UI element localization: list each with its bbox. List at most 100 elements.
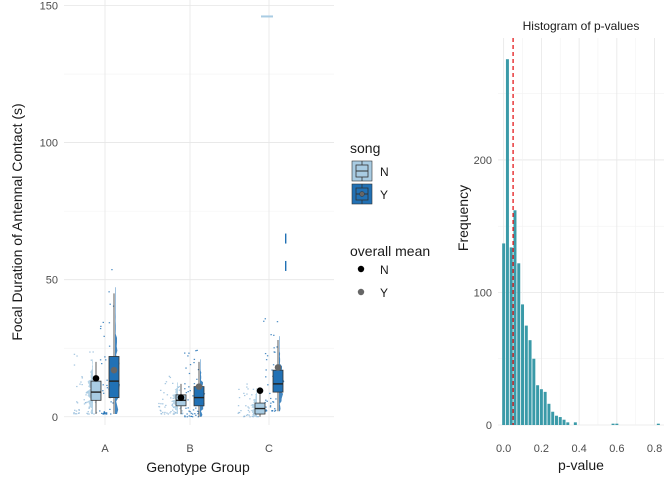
rain-dot-y-b	[187, 399, 189, 401]
rain-dot-n-c	[247, 388, 249, 390]
outlier-y-c	[285, 233, 287, 244]
rain-dot-n-b	[170, 397, 172, 399]
rain-dot-y-b	[184, 383, 186, 385]
rain-dot-n-a	[81, 377, 84, 379]
rain-dot-y-b	[189, 411, 191, 413]
rain-dot-y-a	[103, 411, 106, 413]
rain-dot-n-a	[85, 392, 88, 394]
rain-dot-n-a	[85, 394, 87, 396]
rain-dot-y-a	[108, 345, 111, 347]
rain-dot-n-b	[163, 413, 166, 415]
rain-dot-y-c	[264, 410, 267, 412]
mean-point-n-b	[177, 394, 185, 401]
rain-dot-n-a	[95, 411, 98, 414]
rain-dot-y-b	[187, 355, 189, 357]
histogram-bar	[513, 210, 517, 425]
rain-dot-y-c	[272, 364, 275, 366]
rain-dot-y-c	[270, 397, 272, 400]
rain-dot-n-a	[88, 406, 90, 408]
rain-dot-y-b	[184, 388, 186, 390]
rain-dot-y-b	[196, 410, 199, 412]
rain-dot-n-b	[160, 410, 162, 412]
rain-dot-n-a	[83, 403, 86, 405]
rain-dot-y-b	[186, 416, 188, 418]
histogram-x-tick-label: 0.4	[571, 443, 586, 455]
rain-dot-n-b	[171, 403, 174, 405]
mean-point-y-b	[195, 383, 203, 390]
rain-dot-y-b	[184, 352, 186, 354]
rain-dot-n-a	[76, 355, 78, 357]
legend-mean-key-y	[357, 288, 365, 296]
rain-dot-n-b	[181, 412, 183, 414]
rain-dot-n-c	[245, 414, 248, 416]
rain-dot-y-a	[103, 335, 105, 337]
rain-dot-n-c	[249, 416, 251, 418]
rain-dot-n-c	[251, 415, 254, 418]
rain-dot-y-c	[276, 321, 279, 323]
rain-dot-n-b	[165, 404, 167, 407]
rain-dot-y-b	[193, 383, 196, 385]
rain-dot-y-c	[276, 346, 278, 348]
histogram-bar	[524, 325, 528, 425]
histogram-title: Histogram of p-values	[523, 19, 640, 33]
rain-dot-y-b	[185, 407, 187, 409]
histogram-bars	[502, 59, 660, 426]
raincloud-plot-area	[64, 0, 334, 425]
rain-dot-y-c	[271, 369, 273, 371]
rain-dot-n-c	[247, 406, 249, 408]
rain-dot-n-b	[171, 404, 173, 406]
rain-dot-n-b	[160, 389, 162, 391]
histogram-x-axis-label: p-value	[558, 457, 604, 473]
histogram-bar	[539, 389, 543, 425]
histogram-y-axis-label: Frequency	[455, 185, 471, 251]
legend-mean-title: overall mean	[350, 243, 430, 259]
rain-dot-y-a	[105, 413, 108, 415]
raincloud-y-tick-label: 0	[52, 412, 58, 424]
rain-dot-n-c	[245, 405, 247, 407]
raincloud-grid	[64, 0, 334, 425]
rain-dot-y-c	[269, 405, 272, 407]
rain-dot-y-a	[102, 392, 105, 394]
rain-dot-y-a	[112, 402, 114, 404]
rain-dot-y-c	[265, 359, 268, 361]
rain-dot-y-a	[103, 413, 105, 415]
rain-dot-n-b	[166, 394, 169, 396]
rain-dot-n-b	[160, 403, 162, 405]
rain-dot-y-a	[104, 356, 106, 358]
rain-dot-n-a	[76, 402, 79, 404]
rain-dot-y-b	[192, 409, 195, 411]
rain-dot-y-b	[192, 395, 194, 397]
rain-dot-y-b	[190, 415, 193, 417]
rain-dot-n-b	[179, 407, 181, 410]
rain-dot-y-c	[269, 392, 271, 395]
histogram-bar	[615, 423, 619, 425]
rain-dot-y-c	[267, 384, 269, 386]
raincloud-x-tick-label: C	[265, 443, 273, 455]
rain-dot-n-c	[249, 398, 251, 400]
rain-dot-n-b	[172, 413, 175, 415]
outlier-y-c	[285, 260, 287, 271]
rain-dot-n-a	[90, 359, 93, 361]
rain-dot-y-c	[264, 401, 266, 404]
rain-dot-n-b	[177, 386, 180, 389]
rain-dot-n-b	[172, 406, 175, 409]
rain-dot-n-b	[166, 412, 168, 414]
histogram-bar	[502, 243, 506, 425]
rain-dot-n-a	[74, 413, 77, 415]
rain-dot-y-b	[193, 358, 196, 361]
legend-mean-label-y: Y	[380, 286, 388, 300]
histogram-x-tick-label: 0.0	[496, 443, 511, 455]
rain-dot-y-c	[274, 408, 276, 410]
rain-dot-y-a	[108, 291, 110, 293]
rain-dot-n-c	[240, 410, 242, 412]
rain-dot-n-b	[173, 411, 175, 413]
histogram-bar	[536, 385, 540, 425]
rain-dot-n-b	[164, 411, 166, 414]
rain-dot-y-b	[189, 364, 192, 366]
rain-dot-y-c	[265, 406, 267, 408]
mean-point-y-c	[274, 364, 282, 371]
rain-dot-n-b	[168, 375, 171, 377]
rain-dot-y-a	[111, 269, 113, 271]
rain-dot-y-c	[265, 376, 267, 378]
